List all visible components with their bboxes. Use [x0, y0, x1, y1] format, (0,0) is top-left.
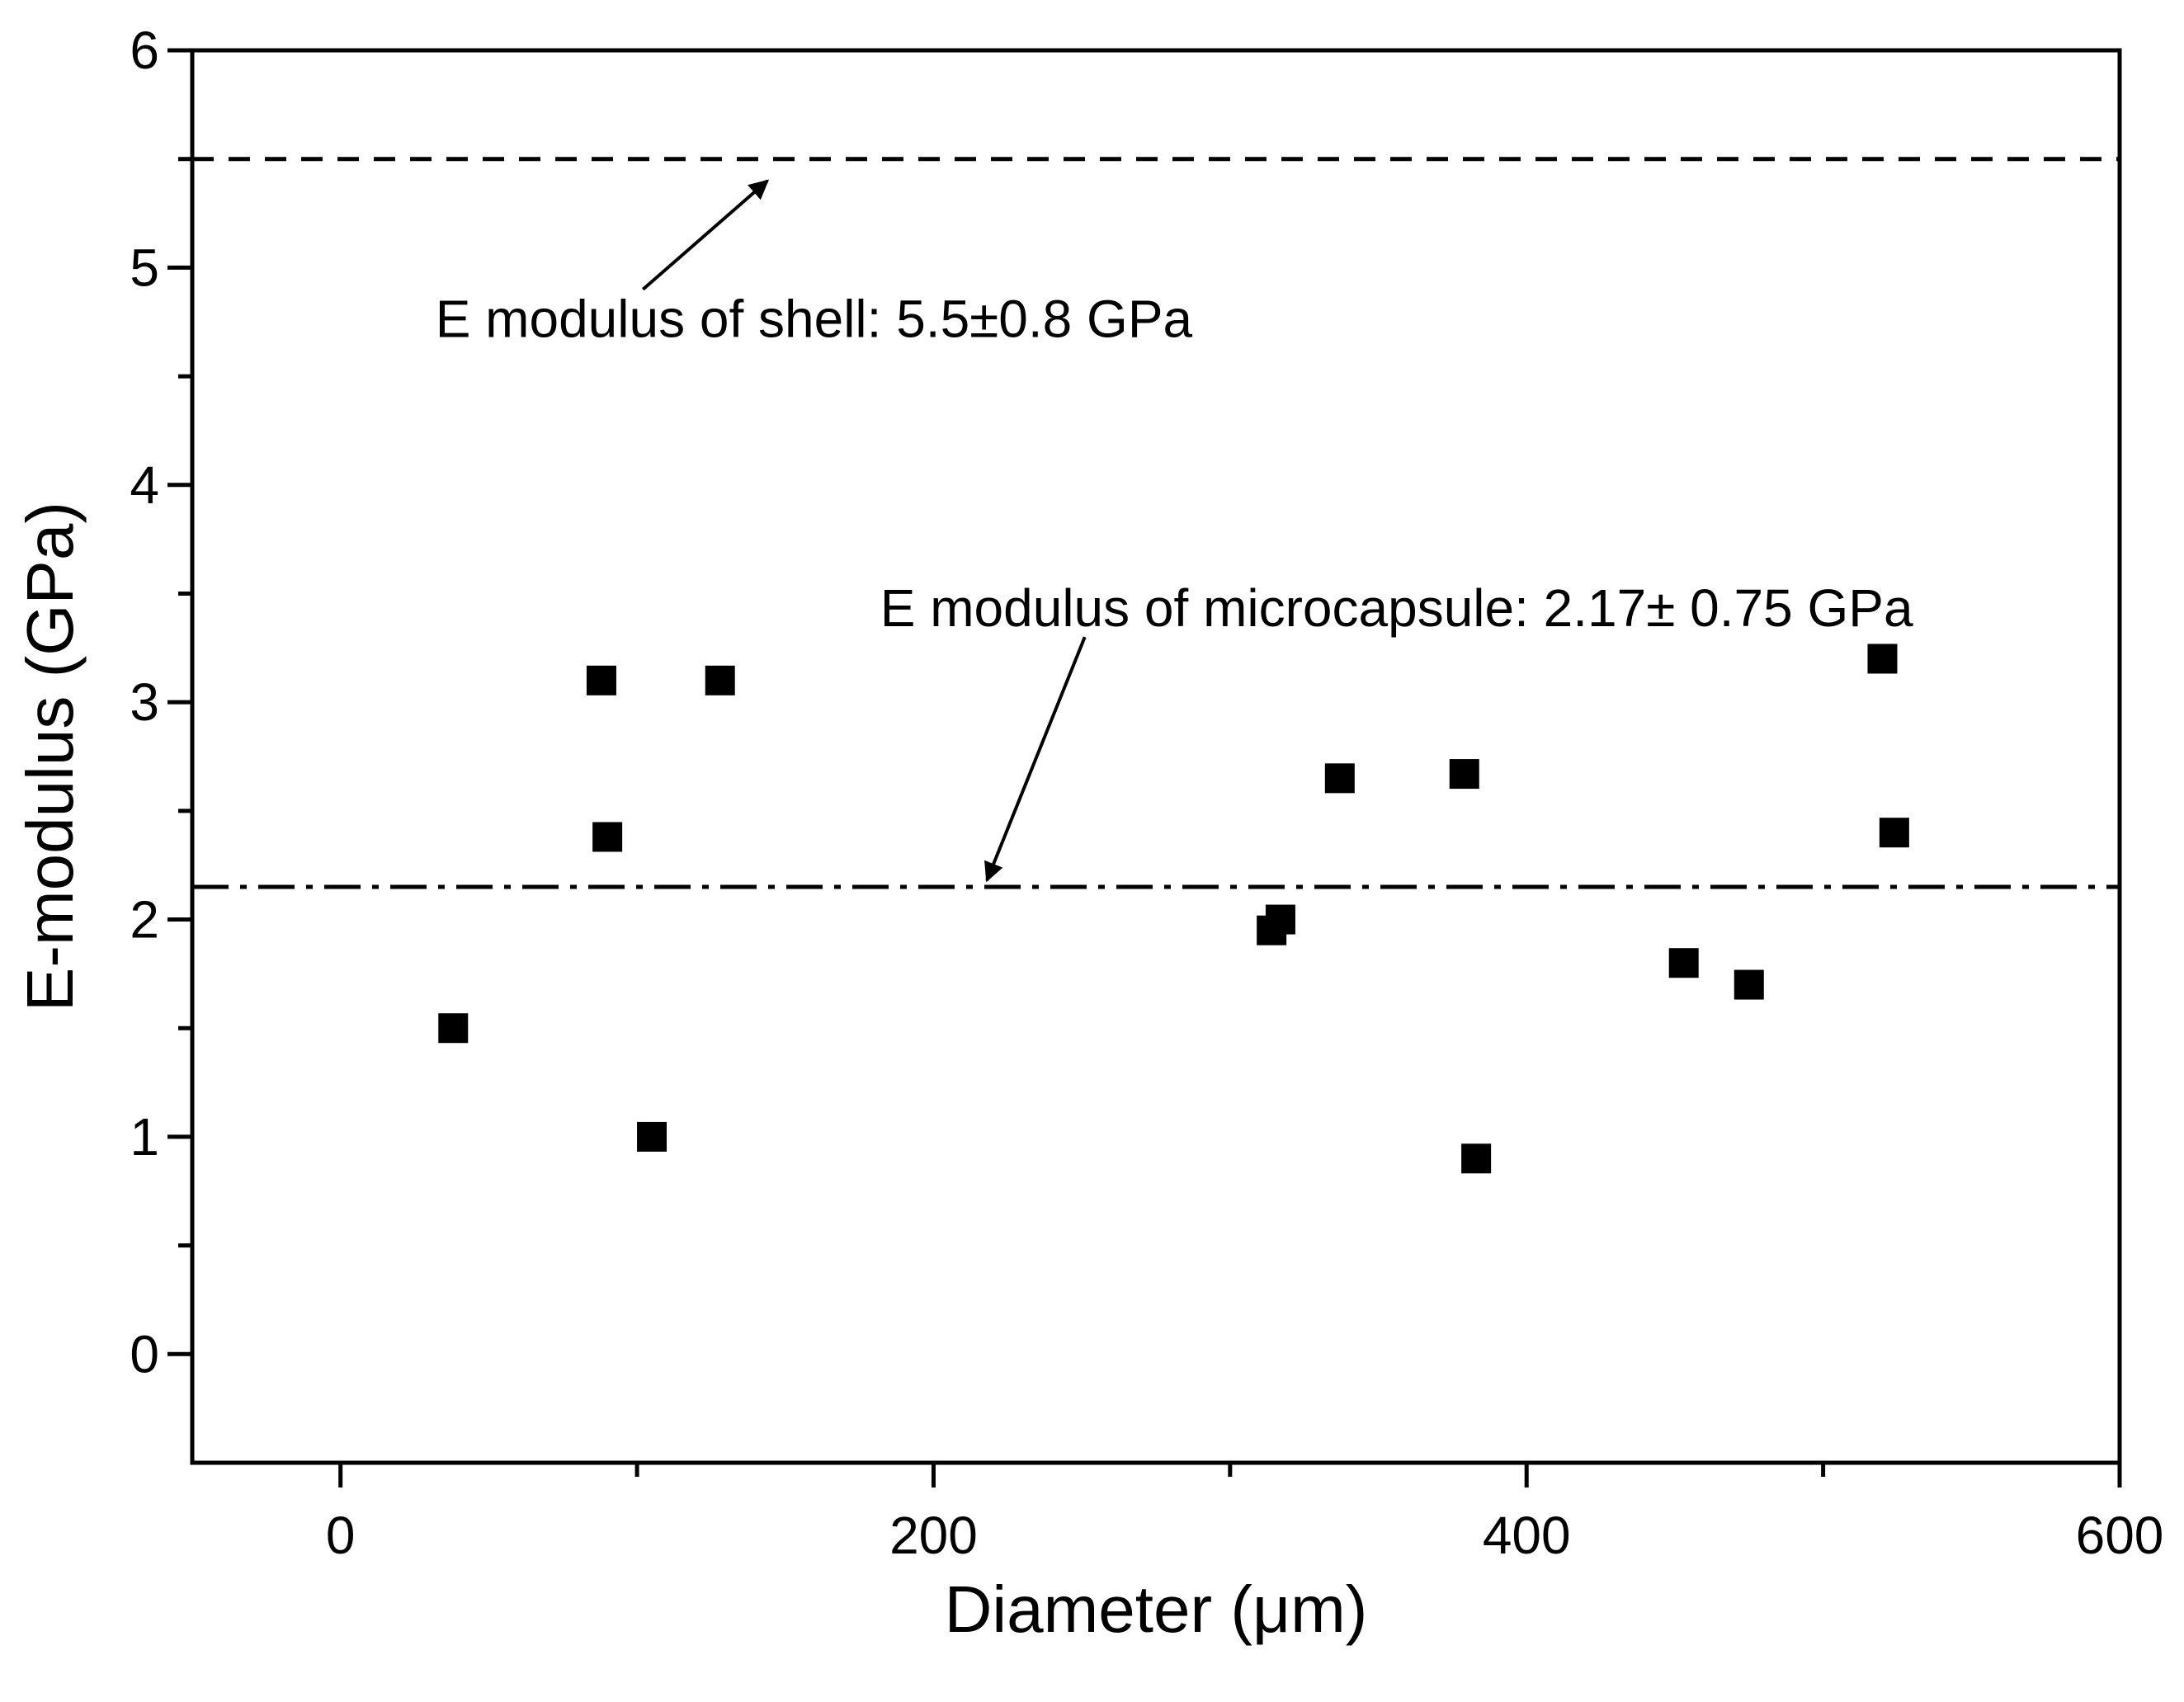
shell-annotation-label: E modulus of shell: 5.5±0.8 GPa [436, 290, 1193, 349]
y-tick-label: 5 [130, 238, 159, 297]
shell-annotation-arrow [641, 179, 770, 291]
y-tick-label: 4 [130, 455, 159, 515]
x-tick-label: 200 [889, 1506, 978, 1565]
microcapsule-annotation-label: E modulus of microcapsule: 2.17± 0.75 GP… [880, 578, 1913, 638]
data-point [1265, 904, 1295, 935]
plot-area [190, 48, 2122, 1465]
data-point [705, 665, 735, 695]
x-tick-label: 600 [2076, 1506, 2164, 1565]
data-point [1867, 644, 1898, 674]
y-tick-label: 3 [130, 672, 159, 732]
data-point [1668, 948, 1699, 978]
x-tick-label: 400 [1483, 1506, 1571, 1565]
data-point [1879, 818, 1909, 848]
y-axis-title: E-modulus (GPa) [13, 502, 87, 1011]
data-point [586, 665, 616, 695]
y-tick-label: 2 [130, 890, 159, 950]
data-points [438, 644, 1909, 1174]
reference-lines [192, 157, 2120, 889]
annotations: E modulus of shell: 5.5±0.8 GPa E modulus… [436, 179, 1913, 883]
data-point [637, 1121, 667, 1152]
y-tick-label: 6 [130, 21, 159, 80]
data-point [1461, 1143, 1492, 1174]
y-axis-tick-labels: 0 1 2 3 4 5 6 [130, 21, 159, 1384]
x-axis-tick-labels: 0 200 400 600 [326, 1506, 2163, 1565]
data-point [1324, 763, 1355, 794]
data-point [1734, 969, 1764, 1000]
x-tick-label: 0 [326, 1506, 356, 1565]
data-point [1449, 759, 1479, 790]
x-axis-title: Diameter (μm) [945, 1572, 1368, 1646]
y-tick-label: 0 [130, 1324, 159, 1384]
y-tick-label: 1 [130, 1107, 159, 1167]
microcapsule-annotation-arrow [984, 636, 1087, 883]
data-point [438, 1013, 469, 1044]
axis-ticks [167, 48, 2122, 1487]
data-point [592, 822, 623, 852]
